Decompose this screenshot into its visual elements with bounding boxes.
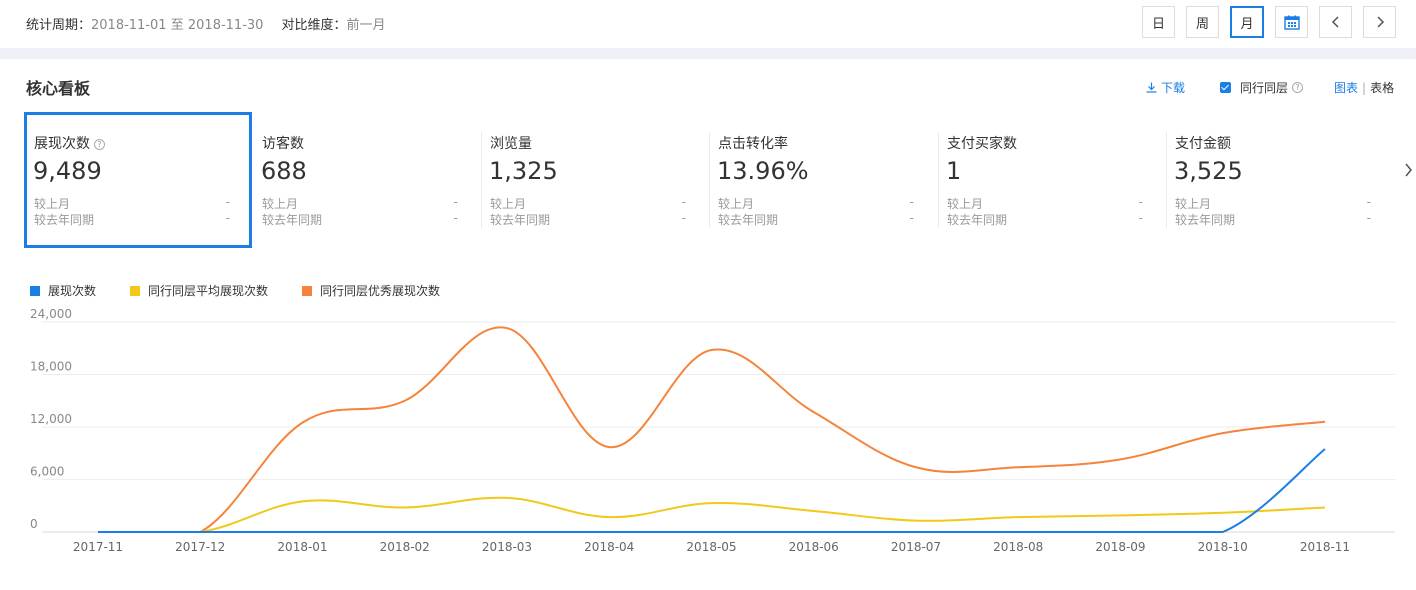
- peer-checkbox[interactable]: [1220, 82, 1231, 93]
- month-button[interactable]: 月: [1230, 6, 1264, 38]
- calendar-icon: [1283, 15, 1300, 30]
- compare-value: 前一月: [346, 18, 386, 33]
- section-divider: [0, 48, 1416, 59]
- y-tick-label: 18,000: [30, 360, 72, 374]
- metric-compare-year: 较去年同期 -: [34, 211, 230, 227]
- metric-value: 1: [946, 157, 962, 185]
- calendar-button[interactable]: [1275, 6, 1308, 38]
- period-info: 统计周期：2018-11-01 至 2018-11-30 对比维度：前一月: [26, 14, 385, 33]
- y-tick-label: 6,000: [30, 465, 64, 479]
- card-divider: [481, 132, 482, 228]
- top-bar: 统计周期：2018-11-01 至 2018-11-30 对比维度：前一月 日 周…: [0, 0, 1416, 48]
- y-tick-label: 24,000: [30, 307, 72, 321]
- x-tick-label: 2018-10: [1198, 540, 1248, 554]
- card-divider: [938, 132, 939, 228]
- metric-card-impressions[interactable]: 展现次数? 9,489 较上月 - 较去年同期 -: [24, 112, 252, 248]
- metric-card-ctr[interactable]: 点击转化率 13.96% 较上月 - 较去年同期 -: [709, 112, 937, 248]
- legend-label: 展现次数: [48, 284, 97, 298]
- metric-compare-year: 较去年同期 -: [262, 211, 458, 227]
- metric-compare-year: 较去年同期 -: [718, 211, 914, 227]
- view-table-link[interactable]: 表格: [1370, 81, 1395, 95]
- x-tick-label: 2018-01: [277, 540, 327, 554]
- legend-swatch: [130, 285, 140, 296]
- series-line-2: [97, 326, 1326, 533]
- legend-swatch: [302, 285, 312, 296]
- peer-label: 同行同层: [1240, 81, 1289, 95]
- legend-item-peer-average[interactable]: 同行同层平均展现次数: [130, 282, 268, 299]
- prev-button[interactable]: [1319, 6, 1352, 38]
- chevron-right-icon: [1376, 16, 1384, 28]
- metric-value: 1,325: [489, 157, 558, 185]
- y-tick-label: 12,000: [30, 412, 72, 426]
- metric-compare-prev: 较上月 -: [1175, 195, 1371, 211]
- x-tick-label: 2017-12: [175, 540, 225, 554]
- y-tick-label: 0: [30, 517, 38, 531]
- metric-label: 点击转化率: [718, 136, 788, 152]
- x-tick-label: 2018-07: [891, 540, 941, 554]
- metric-card-payment[interactable]: 支付金额 3,525 较上月 - 较去年同期 -: [1166, 112, 1394, 248]
- day-button[interactable]: 日: [1142, 6, 1175, 38]
- x-tick-label: 2018-03: [482, 540, 532, 554]
- download-label: 下载: [1161, 81, 1186, 95]
- view-chart-link[interactable]: 图表: [1334, 81, 1359, 95]
- x-tick-label: 2018-09: [1095, 540, 1145, 554]
- series-line-0: [97, 448, 1326, 533]
- period-to: 至: [170, 18, 184, 33]
- panel-title: 核心看板: [26, 79, 91, 98]
- x-tick-label: 2017-11: [73, 540, 123, 554]
- series-line-1: [97, 496, 1326, 533]
- metric-compare-prev: 较上月 -: [947, 195, 1143, 211]
- view-switch: 图表 | 表格: [1334, 79, 1394, 96]
- legend-label: 同行同层优秀展现次数: [320, 284, 441, 298]
- metric-compare-prev: 较上月 -: [718, 195, 914, 211]
- view-separator: |: [1362, 81, 1367, 95]
- x-tick-label: 2018-08: [993, 540, 1043, 554]
- x-tick-label: 2018-04: [584, 540, 634, 554]
- download-icon: [1146, 82, 1157, 93]
- help-icon[interactable]: ?: [1292, 82, 1304, 93]
- legend-swatch: [30, 285, 40, 296]
- x-tick-label: 2018-02: [380, 540, 430, 554]
- x-tick-label: 2018-06: [789, 540, 839, 554]
- metric-label: 展现次数: [34, 136, 90, 152]
- chevron-right-icon: [1405, 163, 1412, 177]
- legend-item-impressions[interactable]: 展现次数: [30, 282, 96, 299]
- card-divider: [709, 132, 710, 228]
- metric-compare-prev: 较上月 -: [262, 195, 458, 211]
- legend-label: 同行同层平均展现次数: [148, 284, 269, 298]
- metric-label: 浏览量: [490, 136, 532, 152]
- metric-compare-prev: 较上月 -: [490, 195, 686, 211]
- metric-compare-prev: 较上月 -: [34, 195, 230, 211]
- period-start: 2018-11-01: [91, 18, 167, 33]
- period-end: 2018-11-30: [187, 18, 264, 33]
- peer-toggle[interactable]: 同行同层 ?: [1220, 79, 1304, 96]
- card-divider: [1166, 132, 1167, 228]
- next-button[interactable]: [1363, 6, 1396, 38]
- metric-card-visitors[interactable]: 访客数 688 较上月 - 较去年同期 -: [253, 112, 481, 248]
- x-tick-label: 2018-05: [686, 540, 736, 554]
- x-tick-label: 2018-11: [1300, 540, 1350, 554]
- metric-card-pageviews[interactable]: 浏览量 1,325 较上月 - 较去年同期 -: [481, 112, 709, 248]
- metrics-next-button[interactable]: [1404, 162, 1413, 182]
- metric-value: 9,489: [33, 157, 102, 185]
- metric-compare-year: 较去年同期 -: [490, 211, 686, 227]
- help-icon[interactable]: ?: [94, 139, 105, 150]
- legend-item-peer-excellent[interactable]: 同行同层优秀展现次数: [302, 282, 440, 299]
- week-button[interactable]: 周: [1186, 6, 1219, 38]
- download-link[interactable]: 下载: [1146, 79, 1185, 96]
- compare-label: 对比维度：: [281, 18, 347, 33]
- metric-value: 3,525: [1174, 157, 1243, 185]
- line-chart: 0 6,000 12,000 18,000 24,000 2017-11 2017-12 20…: [30, 307, 1395, 554]
- metric-label: 支付金额: [1175, 136, 1231, 152]
- metric-value: 688: [261, 157, 307, 185]
- metric-card-buyers[interactable]: 支付买家数 1 较上月 - 较去年同期 -: [938, 112, 1166, 248]
- metric-label: 支付买家数: [947, 136, 1017, 152]
- period-label: 统计周期：: [26, 18, 92, 33]
- metric-compare-year: 较去年同期 -: [947, 211, 1143, 227]
- chevron-left-icon: [1331, 16, 1339, 28]
- metric-value: 13.96%: [717, 157, 809, 185]
- metric-compare-year: 较去年同期 -: [1175, 211, 1371, 227]
- metric-label: 访客数: [262, 136, 304, 152]
